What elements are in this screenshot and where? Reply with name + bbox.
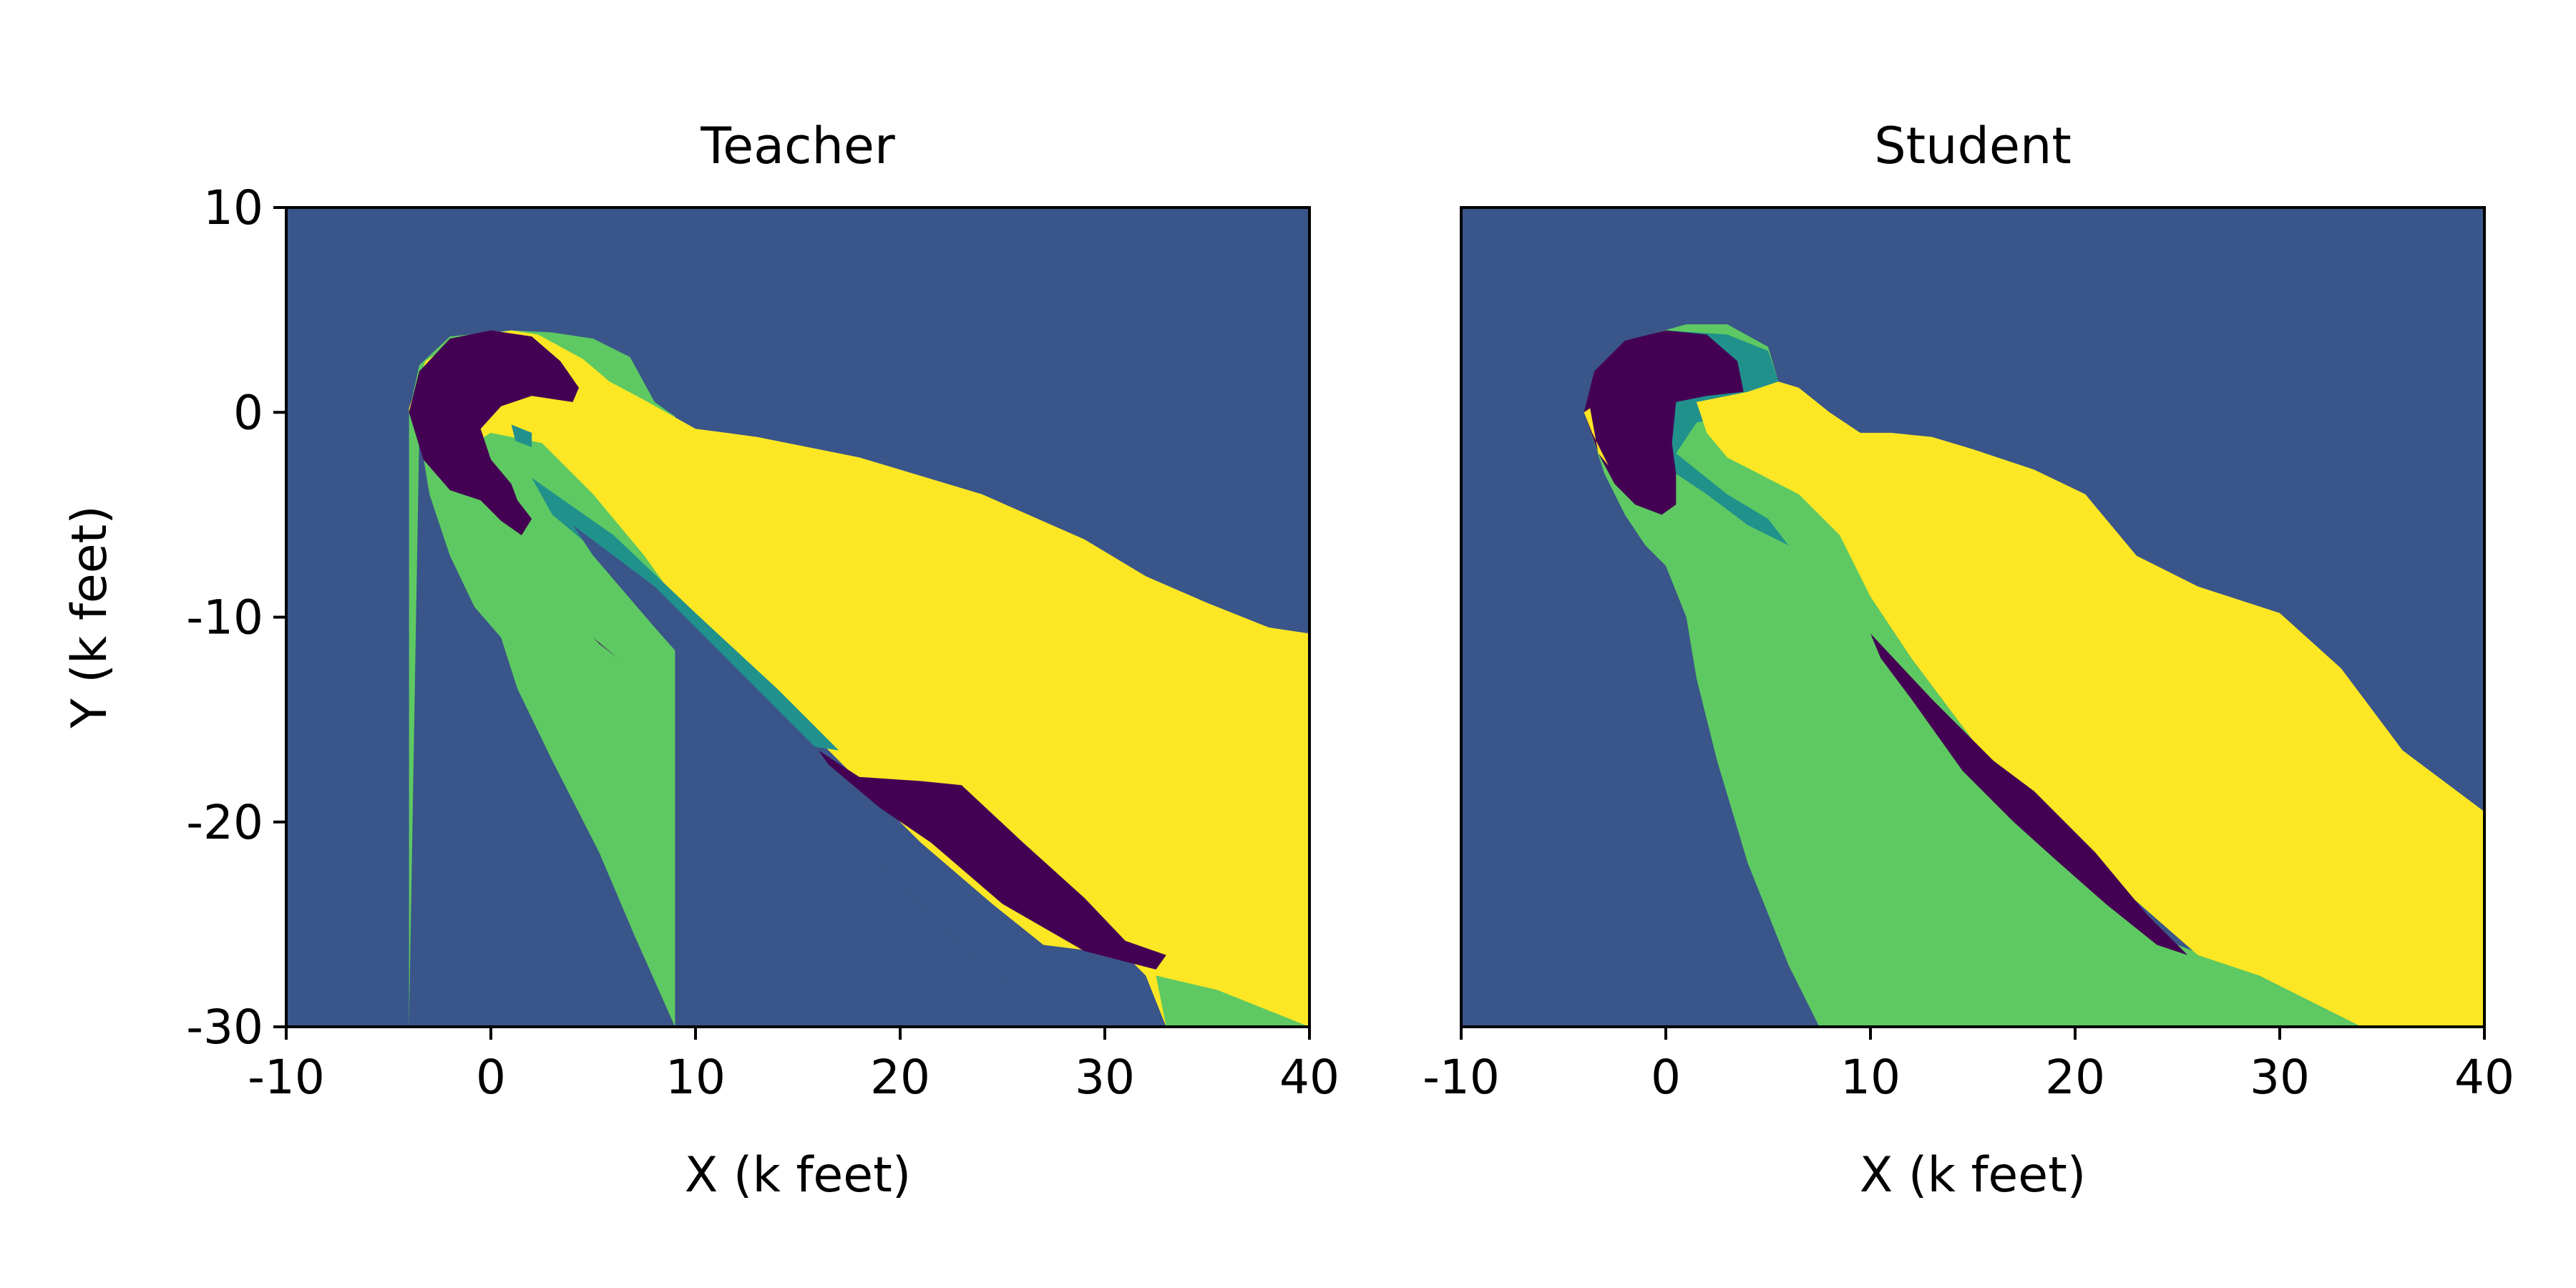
x-tick-label: 20 xyxy=(2045,1050,2105,1105)
region-purple-class-6 xyxy=(818,750,1166,970)
region-purple-class-4 xyxy=(1870,633,2188,955)
x-tick-label: 0 xyxy=(1651,1050,1681,1105)
region-layer xyxy=(1461,208,2484,1027)
region-purple-class-7 xyxy=(409,330,579,535)
x-axis-label: X (k feet) xyxy=(685,1147,912,1204)
region-teal-class-10 xyxy=(511,424,532,447)
x-tick-label: 20 xyxy=(870,1050,930,1105)
y-tick-label: 0 xyxy=(233,385,263,440)
region-green-class-3 xyxy=(1156,975,1309,1027)
region-yellow-class-6 xyxy=(1584,408,1609,466)
x-tick-label: -10 xyxy=(1423,1050,1500,1105)
region-teal-class-4 xyxy=(532,477,839,751)
y-axis-label: Y (k feet) xyxy=(62,505,118,728)
y-axis-ticks: -30 -20 -10 0 10 xyxy=(186,180,286,1055)
x-tick-label: 30 xyxy=(1075,1050,1135,1105)
x-axis-ticks: -10 0 10 20 30 40 xyxy=(1423,1027,2514,1105)
x-tick-label: 10 xyxy=(1840,1050,1901,1105)
y-tick-label: 10 xyxy=(203,180,263,235)
x-tick-label: 40 xyxy=(1279,1050,1340,1105)
panel-student: Student -10 0 10 20 30 40 X (k feet) xyxy=(1423,117,2514,1204)
region-yellow-class-1 xyxy=(409,330,1309,1027)
panel-teacher: Teacher -10 0 10 20 30 40 -30 -20 -10 0 10 X (k f… xyxy=(62,117,1340,1204)
region-yellow-class-3 xyxy=(1696,381,2484,1027)
plot-frame xyxy=(1460,206,2486,1028)
region-purple-class-8 xyxy=(593,638,618,658)
region-background-class-5 xyxy=(572,525,1126,1017)
x-tick-label: 30 xyxy=(2250,1050,2310,1105)
x-axis-label: X (k feet) xyxy=(1860,1147,2087,1204)
region-purple-class-5 xyxy=(1584,330,1744,515)
region-background-class-2 xyxy=(409,432,675,1027)
region-layer xyxy=(286,208,1309,1027)
y-tick-label: -30 xyxy=(186,1000,263,1055)
panel-title: Student xyxy=(1874,117,2072,175)
y-tick-label: -20 xyxy=(186,795,263,850)
region-background-class-1 xyxy=(1584,412,1820,1027)
y-tick-label: -10 xyxy=(186,590,263,645)
region-green-class-0 xyxy=(1584,324,2362,1027)
x-tick-label: -10 xyxy=(248,1050,325,1105)
x-axis-ticks: -10 0 10 20 30 40 xyxy=(248,1027,1340,1105)
x-tick-label: 40 xyxy=(2454,1050,2514,1105)
x-tick-label: 0 xyxy=(476,1050,506,1105)
x-tick-label: 10 xyxy=(665,1050,726,1105)
panel-title: Teacher xyxy=(700,117,895,175)
region-yellow-class-9 xyxy=(532,422,593,478)
